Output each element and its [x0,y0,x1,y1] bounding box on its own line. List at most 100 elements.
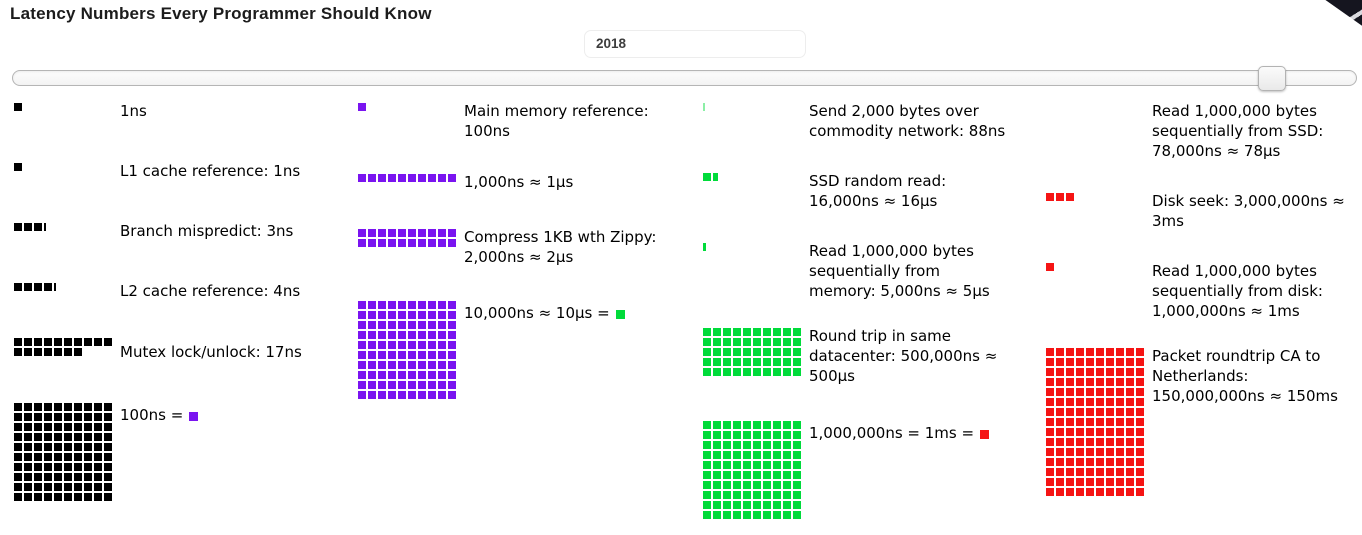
unit-box [1136,368,1144,376]
unit-box [24,223,32,231]
unit-box [84,423,92,431]
unit-box [713,328,721,336]
unit-box [64,473,72,481]
unit-box [1106,488,1114,496]
unit-box [773,471,781,479]
unit-box [733,441,741,449]
unit-box [1076,478,1084,486]
unit-box [703,511,711,519]
unit-box [34,473,42,481]
unit-box [358,321,366,329]
unit-box [74,423,82,431]
unit-box [378,391,386,399]
unit-box [1076,488,1084,496]
latency-boxes [14,403,112,501]
unit-box [74,433,82,441]
unit-box [753,328,761,336]
unit-box [703,461,711,469]
latency-label-line: memory: 5,000ns ≈ 5µs [809,282,990,300]
unit-box [378,341,386,349]
unit-box [1126,378,1134,386]
unit-box [448,331,456,339]
unit-box [388,239,396,247]
unit-box [753,421,761,429]
unit-box [1106,448,1114,456]
unit-box [44,463,52,471]
unit-box [1086,448,1094,456]
unit-box [104,483,112,491]
latency-label-line: Read 1,000,000 bytes [1152,102,1317,120]
unit-box [783,501,791,509]
unit-box [793,491,801,499]
unit-box [1096,368,1104,376]
unit-box [1076,448,1084,456]
unit-box [448,381,456,389]
unit-box [783,451,791,459]
unit-box [743,328,751,336]
unit-box-partial [703,103,705,111]
unit-box [418,301,426,309]
unit-box [1066,488,1074,496]
unit-box [1116,458,1124,466]
latency-label-line: 16,000ns ≈ 16µs [809,192,938,210]
unit-box [104,423,112,431]
unit-box [438,229,446,237]
unit-box [783,491,791,499]
unit-box [104,403,112,411]
latency-label-line: Mutex lock/unlock: 17ns [120,343,302,361]
unit-box [773,441,781,449]
unit-box [1136,468,1144,476]
unit-box [24,433,32,441]
unit-box [783,338,791,346]
year-slider[interactable] [12,70,1357,86]
unit-box [1046,378,1054,386]
unit-box [418,381,426,389]
unit-box [388,341,396,349]
unit-box [1066,378,1074,386]
unit-box [398,341,406,349]
unit-box [104,493,112,501]
unit-box [448,371,456,379]
unit-box [74,403,82,411]
unit-box [1086,418,1094,426]
year-slider-thumb[interactable] [1258,66,1286,91]
unit-box [713,368,721,376]
unit-box [1046,263,1054,271]
unit-box [723,421,731,429]
unit-box [723,348,731,356]
unit-box [14,473,22,481]
unit-box [84,463,92,471]
unit-box [773,358,781,366]
latency-label-line: Netherlands: [1152,367,1249,385]
latency-label: 10,000ns ≈ 10µs = [464,303,701,323]
unit-box [438,351,446,359]
unit-box [1106,388,1114,396]
unit-box [1056,193,1064,201]
unit-box [1066,418,1074,426]
unit-box [1136,428,1144,436]
unit-box [84,338,92,346]
unit-box [84,473,92,481]
unit-box [783,471,791,479]
latency-boxes [358,229,456,247]
unit-box [408,341,416,349]
unit-box [388,391,396,399]
unit-box [763,451,771,459]
unit-box [763,358,771,366]
unit-box [753,368,761,376]
unit-box [94,453,102,461]
unit-box [1126,478,1134,486]
unit-box [1086,408,1094,416]
unit-box [743,368,751,376]
unit-box [733,338,741,346]
unit-box [358,331,366,339]
unit-box [94,423,102,431]
unit-box [1086,378,1094,386]
unit-box [44,493,52,501]
unit-box [743,441,751,449]
unit-box [773,461,781,469]
year-box: 2018 [584,30,806,58]
unit-box [24,348,32,356]
unit-box [763,348,771,356]
